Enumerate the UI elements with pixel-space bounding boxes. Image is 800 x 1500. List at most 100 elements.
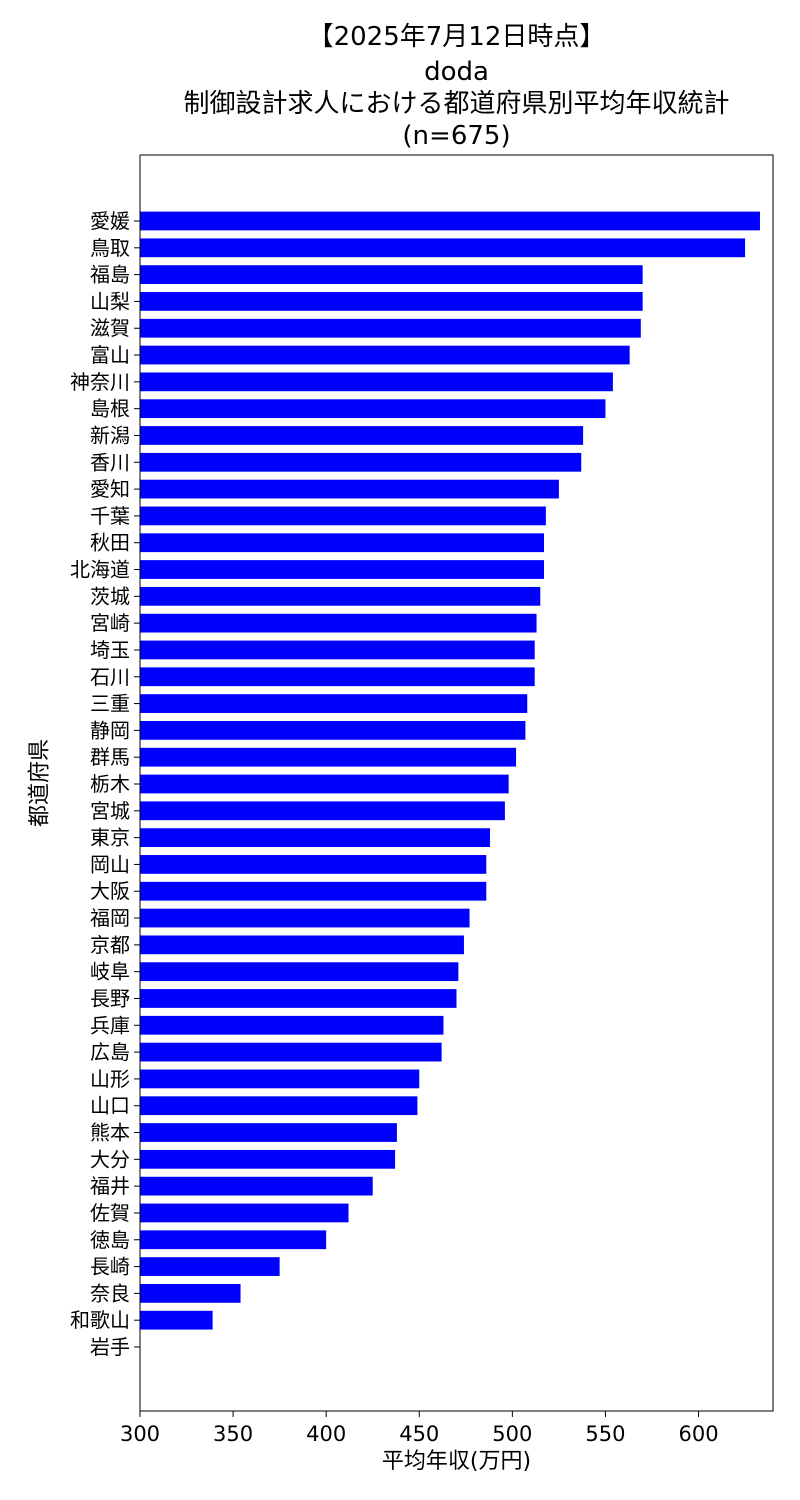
y-axis-label: 都道府県 bbox=[28, 739, 53, 827]
y-tick-label: 鳥取 bbox=[90, 236, 130, 260]
bar-10 bbox=[140, 452, 582, 472]
bar-35 bbox=[140, 1123, 397, 1142]
x-axis-label: 平均年収(万円) bbox=[382, 1449, 531, 1474]
y-tick-label: 大分 bbox=[90, 1147, 130, 1171]
y-tick-label: 富山 bbox=[90, 343, 130, 367]
bar-33 bbox=[140, 1069, 420, 1089]
y-tick-label: 福島 bbox=[90, 263, 130, 287]
y-tick-label: 長野 bbox=[90, 986, 130, 1010]
y-tick-label: 広島 bbox=[90, 1040, 130, 1064]
y-tick-label: 岐阜 bbox=[90, 960, 130, 984]
bar-2 bbox=[140, 238, 746, 258]
bar-series bbox=[140, 211, 760, 1330]
y-tick-label: 山口 bbox=[90, 1094, 130, 1118]
bar-25 bbox=[140, 855, 487, 874]
chart-title-line-3: 制御設計求人における都道府県別平均年収統計 bbox=[183, 89, 730, 119]
bar-4 bbox=[140, 292, 643, 311]
bar-28 bbox=[140, 935, 464, 955]
bar-32 bbox=[140, 1042, 442, 1062]
chart-title-line-1: 【2025年7月12日時点】 bbox=[307, 22, 606, 52]
bar-38 bbox=[140, 1203, 349, 1223]
bar-31 bbox=[140, 1015, 444, 1035]
bar-30 bbox=[140, 989, 457, 1008]
x-tick-label: 450 bbox=[399, 1422, 439, 1446]
y-tick-label: 島根 bbox=[90, 397, 130, 421]
y-tick-label: 京都 bbox=[90, 933, 130, 957]
x-tick-label: 350 bbox=[213, 1422, 253, 1446]
x-tick-label: 550 bbox=[585, 1422, 625, 1446]
y-tick-label: 静岡 bbox=[90, 718, 130, 742]
y-tick-label: 北海道 bbox=[70, 558, 130, 582]
y-tick-label: 佐賀 bbox=[90, 1201, 130, 1225]
y-tick-label: 岩手 bbox=[90, 1335, 130, 1359]
bar-42 bbox=[140, 1310, 213, 1330]
x-tick-label: 400 bbox=[306, 1422, 346, 1446]
chart-title-line-2: doda bbox=[424, 57, 489, 87]
bar-16 bbox=[140, 613, 537, 633]
y-tick-label: 山梨 bbox=[90, 289, 130, 313]
y-tick-label: 福井 bbox=[90, 1174, 130, 1198]
y-tick-label: 香川 bbox=[90, 450, 130, 474]
bar-15 bbox=[140, 586, 541, 606]
y-tick-label: 福岡 bbox=[90, 906, 130, 930]
bar-19 bbox=[140, 694, 528, 713]
plot-frame bbox=[139, 154, 774, 1412]
y-tick-label: 愛知 bbox=[90, 477, 130, 501]
y-tick-labels: 愛媛鳥取福島山梨滋賀富山神奈川島根新潟香川愛知千葉秋田北海道茨城宮崎埼玉石川三重… bbox=[70, 209, 140, 1359]
x-tick-label: 600 bbox=[678, 1422, 718, 1446]
bar-14 bbox=[140, 560, 545, 579]
y-tick-label: 宮城 bbox=[90, 799, 130, 823]
bar-27 bbox=[140, 908, 470, 928]
bar-6 bbox=[140, 345, 630, 365]
y-tick-label: 奈良 bbox=[90, 1281, 130, 1305]
y-tick-label: 石川 bbox=[90, 665, 130, 689]
bar-11 bbox=[140, 479, 559, 499]
bar-41 bbox=[140, 1283, 241, 1303]
y-tick-label: 群馬 bbox=[90, 745, 130, 769]
y-tick-label: 千葉 bbox=[90, 504, 130, 528]
bar-5 bbox=[140, 318, 641, 338]
y-tick-label: 大阪 bbox=[90, 879, 130, 903]
y-tick-label: 東京 bbox=[90, 826, 130, 850]
y-tick-label: 和歌山 bbox=[70, 1308, 130, 1332]
bar-18 bbox=[140, 667, 535, 687]
x-tick-label: 500 bbox=[492, 1422, 532, 1446]
bar-1 bbox=[140, 211, 760, 231]
x-tick-label: 300 bbox=[120, 1422, 160, 1446]
bar-8 bbox=[140, 399, 606, 419]
y-tick-label: 栃木 bbox=[90, 772, 130, 796]
y-tick-label: 岡山 bbox=[90, 852, 130, 876]
y-tick-label: 徳島 bbox=[90, 1228, 130, 1252]
chart-title-line-4: (n=675) bbox=[402, 121, 511, 151]
y-tick-label: 三重 bbox=[90, 692, 130, 716]
y-tick-label: 滋賀 bbox=[90, 316, 130, 340]
y-tick-label: 秋田 bbox=[90, 531, 130, 555]
y-tick-label: 長崎 bbox=[90, 1255, 130, 1279]
y-tick-label: 兵庫 bbox=[90, 1013, 130, 1037]
x-axis-ticks: 300 350 400 450 500 550 600 bbox=[120, 1411, 719, 1446]
bar-37 bbox=[140, 1176, 373, 1196]
bar-40 bbox=[140, 1257, 280, 1276]
bar-21 bbox=[140, 747, 517, 767]
y-tick-label: 愛媛 bbox=[90, 209, 130, 233]
bar-36 bbox=[140, 1149, 396, 1169]
y-tick-label: 新潟 bbox=[90, 423, 130, 447]
bar-34 bbox=[140, 1096, 418, 1116]
y-tick-label: 茨城 bbox=[90, 584, 130, 608]
bar-23 bbox=[140, 801, 505, 821]
y-tick-label: 熊本 bbox=[90, 1121, 130, 1145]
bar-22 bbox=[140, 774, 509, 794]
bar-24 bbox=[140, 828, 491, 848]
bar-20 bbox=[140, 720, 526, 740]
y-tick-label: 宮崎 bbox=[90, 611, 130, 635]
bar-3 bbox=[140, 265, 643, 285]
bar-9 bbox=[140, 426, 584, 445]
bar-13 bbox=[140, 533, 545, 553]
bar-17 bbox=[140, 640, 535, 660]
y-tick-label: 埼玉 bbox=[90, 638, 130, 662]
bar-29 bbox=[140, 962, 459, 982]
bar-39 bbox=[140, 1230, 327, 1250]
y-tick-label: 神奈川 bbox=[70, 370, 130, 394]
bar-7 bbox=[140, 372, 613, 392]
